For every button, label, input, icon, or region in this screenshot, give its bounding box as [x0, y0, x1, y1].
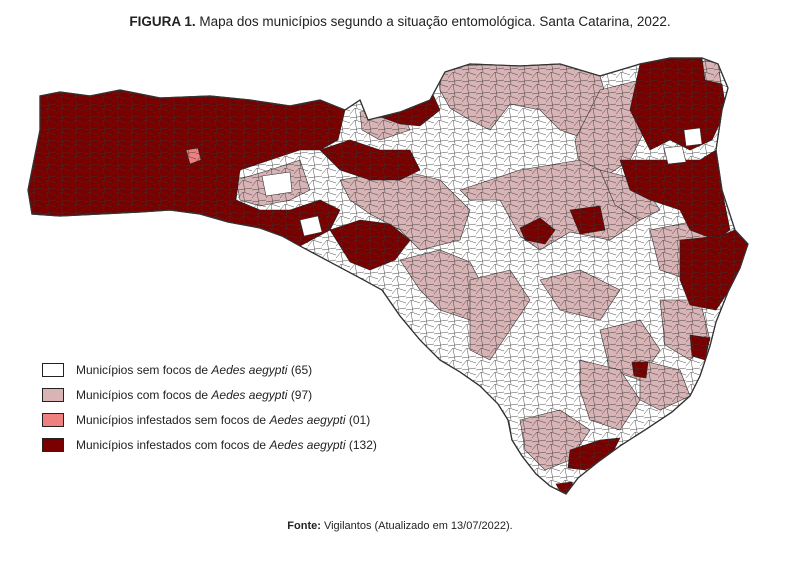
white-enclaves: [261, 127, 703, 237]
santa-catarina-map: [27, 57, 749, 495]
legend-item-infested-no-foci: Municípios infestados sem focos de Aedes…: [42, 407, 377, 432]
legend-swatch-dark-red: [42, 437, 64, 452]
figure-label: FIGURA 1.: [129, 14, 196, 29]
legend-swatch-light-red: [42, 412, 64, 427]
figure-caption: Mapa dos municípios segundo a situação e…: [199, 14, 671, 29]
legend-item-infested-with-foci: Municípios infestados com focos de Aedes…: [42, 432, 377, 457]
legend-item-no-foci: Municípios sem focos de Aedes aegypti (6…: [42, 357, 377, 382]
source-note: Fonte: Vigilantos (Atualizado em 13/07/2…: [0, 520, 800, 532]
map-legend: Municípios sem focos de Aedes aegypti (6…: [42, 357, 377, 457]
source-label: Fonte:: [287, 520, 321, 532]
legend-label: Municípios infestados sem focos de Aedes…: [76, 412, 371, 427]
legend-swatch-white: [42, 362, 64, 377]
legend-swatch-pink: [42, 387, 64, 402]
figure-title: FIGURA 1. Mapa dos municípios segundo a …: [0, 14, 800, 29]
legend-item-with-foci: Municípios com focos de Aedes aegypti (9…: [42, 382, 377, 407]
legend-label: Municípios infestados com focos de Aedes…: [76, 437, 377, 452]
legend-label: Municípios sem focos de Aedes aegypti (6…: [76, 362, 313, 377]
source-text: Vigilantos (Atualizado em 13/07/2022).: [323, 520, 513, 532]
legend-label: Municípios com focos de Aedes aegypti (9…: [76, 387, 313, 402]
